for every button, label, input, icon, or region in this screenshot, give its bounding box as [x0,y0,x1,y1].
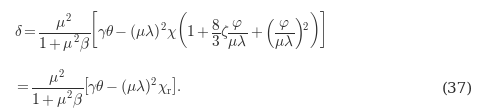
Text: $\delta = \dfrac{\mu^2}{1 + \mu^2\beta}\left[\gamma\theta - (\mu\lambda)^2\chi\l: $\delta = \dfrac{\mu^2}{1 + \mu^2\beta}\… [14,10,326,54]
Text: (37): (37) [442,82,473,96]
Text: $= \dfrac{\mu^2}{1 + \mu^2\beta}\left[\gamma\theta - (\mu\lambda)^2\chi_{\mathrm: $= \dfrac{\mu^2}{1 + \mu^2\beta}\left[\g… [14,67,182,108]
